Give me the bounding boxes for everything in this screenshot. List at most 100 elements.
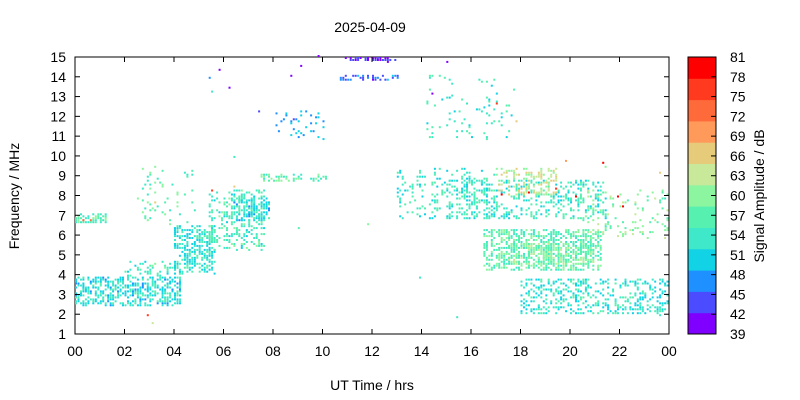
heat-cell: [292, 128, 295, 131]
y-tick-label: 15: [50, 49, 66, 65]
heat-cell: [359, 76, 362, 79]
heat-cell: [114, 300, 117, 303]
heat-cell: [178, 246, 181, 249]
heat-cell: [582, 201, 585, 204]
heat-cell: [441, 189, 444, 192]
heat-cell: [587, 278, 590, 281]
heat-cell: [317, 179, 320, 182]
heat-cell: [537, 278, 540, 281]
heat-cell: [493, 264, 496, 267]
heat-cell: [560, 254, 563, 257]
heat-cell: [599, 278, 602, 281]
heat-cell: [245, 209, 248, 212]
heat-cell: [599, 292, 602, 295]
heat-cell: [468, 191, 471, 194]
heat-cell: [230, 211, 233, 214]
heat-cell: [144, 304, 147, 307]
heat-cell: [584, 290, 587, 293]
heat-cell: [542, 300, 545, 303]
heat-cell: [174, 292, 176, 295]
heat-cell: [211, 268, 214, 271]
heat-cell: [597, 300, 600, 303]
heat-cell: [607, 308, 610, 311]
heat-cell: [525, 229, 528, 232]
heat-cell: [552, 233, 555, 236]
heat-cell: [527, 183, 530, 186]
heat-cell: [461, 191, 464, 194]
heat-cell: [518, 191, 520, 194]
heat-cell: [401, 175, 404, 178]
heat-cell: [587, 207, 590, 210]
heat-cell: [485, 189, 488, 192]
heat-cell: [599, 264, 602, 267]
heat-cell: [146, 270, 149, 273]
heat-cell: [582, 292, 585, 295]
heat-cell: [107, 294, 110, 297]
heat-cell: [144, 260, 147, 263]
heat-cell: [253, 209, 256, 212]
heat-cell: [80, 284, 82, 287]
heat-cell: [575, 296, 577, 299]
x-tick-label: 14: [414, 343, 430, 359]
heat-cell: [500, 116, 503, 119]
heat-cell: [619, 306, 622, 309]
heat-cell: [297, 130, 300, 133]
heat-cell: [537, 262, 540, 265]
heat-cell: [490, 243, 493, 245]
heat-cell: [102, 296, 105, 299]
heat-cell: [500, 191, 503, 194]
heat-cell: [503, 252, 506, 255]
heat-cell: [384, 78, 387, 81]
heat-cell: [174, 284, 176, 287]
heat-cell: [518, 266, 520, 269]
heat-cell: [542, 312, 545, 315]
heat-cell: [518, 235, 520, 238]
heat-cell: [131, 284, 134, 287]
heat-cell: [592, 213, 595, 216]
heat-cell: [490, 189, 493, 192]
heat-cell: [201, 244, 204, 247]
heat-cell: [557, 233, 560, 236]
heat-cell: [226, 213, 228, 216]
heat-cell: [565, 237, 568, 239]
heat-cell: [399, 171, 402, 174]
heat-cell: [552, 201, 555, 204]
heat-cell: [211, 211, 214, 214]
heat-cell: [589, 296, 592, 299]
heat-cell: [99, 284, 102, 287]
heat-cell: [169, 286, 172, 289]
heat-cell: [525, 256, 528, 259]
heat-cell: [191, 189, 194, 192]
heat-cell: [646, 300, 649, 303]
heat-cell: [614, 302, 617, 305]
heat-cell: [243, 225, 246, 228]
heat-cell: [94, 276, 97, 279]
heat-cell: [181, 270, 184, 273]
heat-cell: [193, 252, 196, 255]
y-tick-label: 9: [58, 168, 66, 184]
heat-cell: [570, 280, 572, 283]
heat-cell: [525, 199, 528, 202]
heat-cell: [624, 227, 627, 230]
heat-cell: [537, 183, 540, 186]
heat-cell: [572, 310, 575, 313]
heat-cell: [579, 235, 582, 238]
heat-cell: [584, 179, 587, 182]
heat-cell: [468, 124, 471, 127]
heat-cell: [565, 229, 568, 232]
heat-cell: [562, 205, 565, 208]
heat-cell: [565, 284, 568, 287]
colorbar-tick-label: 48: [730, 267, 746, 283]
heat-cell: [97, 296, 100, 299]
heat-cell: [518, 189, 520, 192]
heat-cell: [92, 300, 95, 303]
heat-cell: [263, 205, 266, 208]
heat-cell: [181, 235, 184, 238]
heat-cell: [208, 241, 211, 243]
heat-cell: [508, 244, 511, 247]
heat-cell: [547, 280, 550, 283]
heat-cell: [466, 177, 468, 180]
heat-cell: [198, 252, 201, 255]
heat-cell: [547, 246, 550, 249]
heat-cell: [186, 237, 189, 239]
